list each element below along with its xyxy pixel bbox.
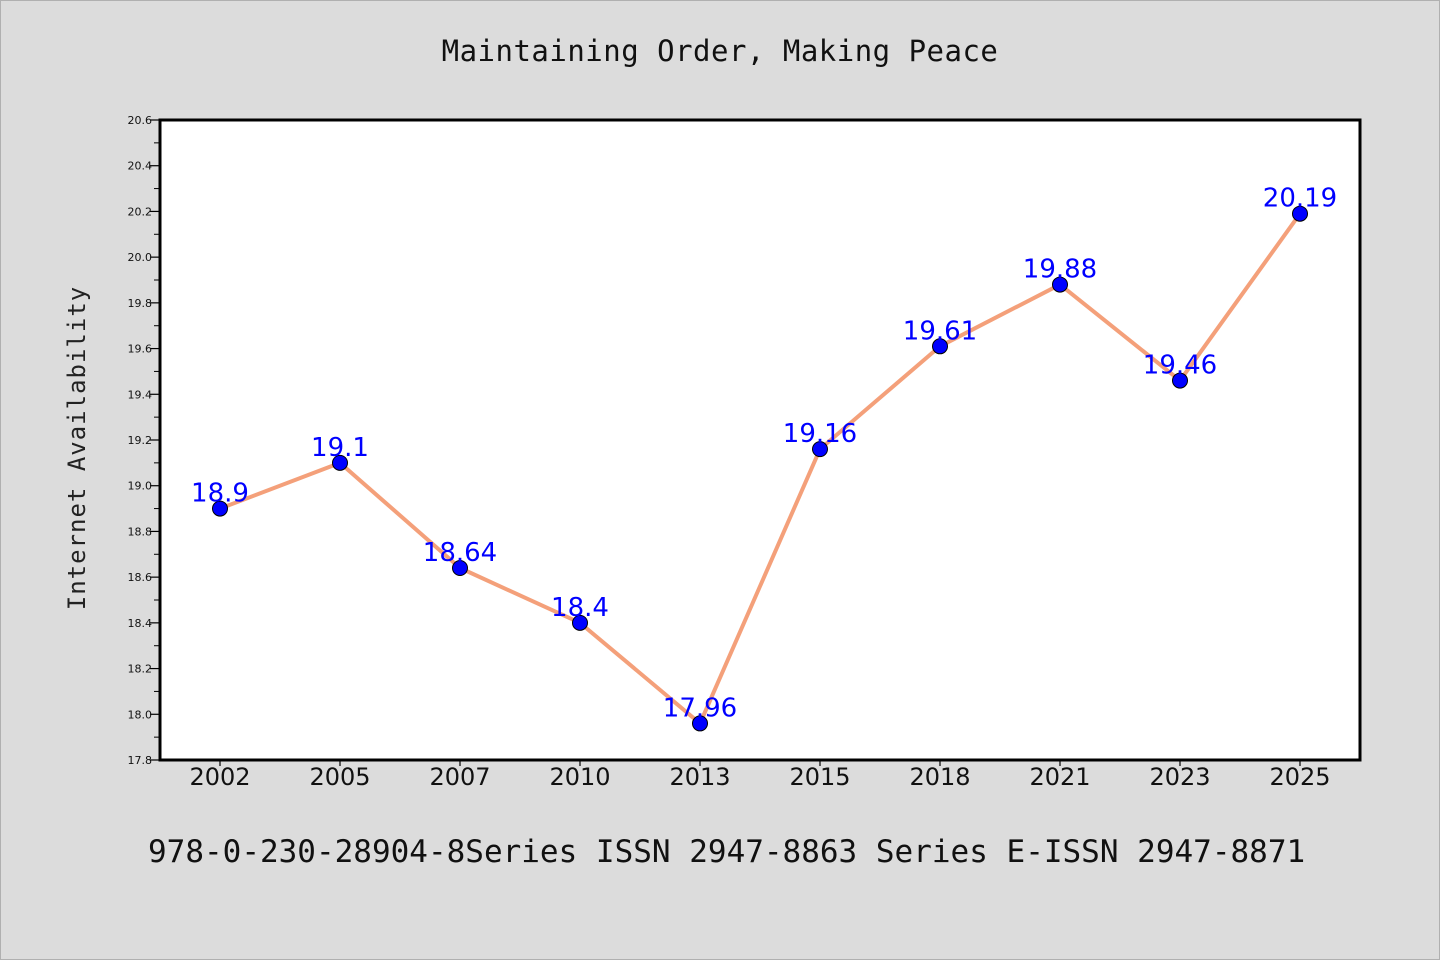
series-line bbox=[219, 212, 1302, 726]
x-tick-label: 2023 bbox=[1149, 763, 1210, 791]
x-tick-label: 2021 bbox=[1029, 763, 1090, 791]
data-point bbox=[332, 454, 348, 471]
x-tick-label: 2013 bbox=[669, 763, 730, 791]
y-tick-label: 18.4 bbox=[128, 617, 153, 630]
x-tick-label: 2002 bbox=[189, 763, 250, 791]
data-point bbox=[812, 441, 828, 458]
data-label: 18.4 bbox=[551, 593, 609, 623]
y-tick-label: 19.6 bbox=[128, 343, 153, 356]
y-tick-label: 19.0 bbox=[128, 480, 153, 493]
data-label: 19.61 bbox=[903, 316, 977, 346]
data-label: 17.96 bbox=[663, 693, 737, 723]
data-point bbox=[212, 500, 228, 517]
data-point bbox=[452, 560, 468, 576]
data-label: 19.1 bbox=[311, 433, 369, 463]
y-tick-label: 18.8 bbox=[128, 525, 153, 538]
data-point bbox=[1172, 372, 1188, 389]
y-tick-label: 18.2 bbox=[128, 663, 153, 676]
y-tick-label: 18.0 bbox=[128, 708, 153, 721]
x-tick-label: 2005 bbox=[309, 763, 370, 791]
x-tick-label: 2018 bbox=[909, 763, 970, 791]
x-tick-label: 2010 bbox=[549, 763, 610, 791]
y-tick-label: 19.8 bbox=[128, 297, 153, 310]
x-tick-label: 2015 bbox=[789, 763, 850, 791]
y-tick-label: 20.2 bbox=[128, 205, 153, 218]
x-tick-label: 2007 bbox=[429, 763, 490, 791]
chart-title: Maintaining Order, Making Peace bbox=[441, 34, 999, 68]
x-tick-label: 2025 bbox=[1269, 763, 1330, 791]
data-label: 19.46 bbox=[1143, 351, 1217, 381]
y-tick-label: 18.6 bbox=[128, 571, 153, 584]
data-point bbox=[692, 715, 708, 732]
y-tick-label: 19.4 bbox=[128, 388, 153, 401]
plot-area bbox=[158, 118, 1362, 762]
y-tick-label: 20.6 bbox=[128, 114, 153, 127]
y-tick-label: 19.2 bbox=[128, 434, 153, 447]
isbn-footer: 978-0-230-28904-8Series ISSN 2947-8863 S… bbox=[148, 834, 1306, 870]
data-label: 19.88 bbox=[1023, 255, 1097, 285]
data-point bbox=[932, 338, 948, 355]
data-label: 20.19 bbox=[1263, 184, 1337, 214]
data-label: 18.9 bbox=[191, 479, 249, 509]
data-point bbox=[1292, 205, 1308, 222]
data-label: 19.16 bbox=[783, 419, 857, 449]
y-tick-label: 20.4 bbox=[128, 160, 153, 173]
y-tick-label: 20.0 bbox=[128, 251, 153, 264]
data-point bbox=[1052, 276, 1068, 293]
data-point bbox=[572, 614, 588, 631]
data-label: 18.64 bbox=[423, 538, 497, 568]
y-tick-label: 17.8 bbox=[128, 754, 153, 767]
